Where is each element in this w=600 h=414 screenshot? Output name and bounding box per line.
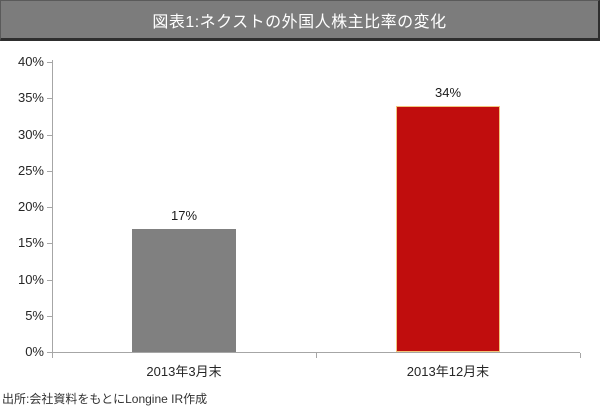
y-axis-tick — [47, 207, 52, 208]
y-axis-tick — [47, 134, 52, 136]
y-axis-tick — [47, 243, 52, 245]
x-axis-tick — [316, 353, 317, 358]
bar-value-label: 34% — [434, 84, 462, 100]
bar-value-label: 17% — [170, 207, 198, 223]
bar — [132, 228, 236, 352]
y-axis-tick-label: 0% — [25, 344, 44, 359]
bar — [396, 105, 500, 352]
y-axis-tick-label: 20% — [17, 199, 44, 214]
y-axis-tick — [47, 315, 52, 317]
y-axis-tick-label: 30% — [17, 126, 44, 142]
y-axis-line — [52, 60, 53, 353]
y-axis-tick — [47, 62, 52, 63]
y-axis-tick — [47, 279, 52, 281]
y-axis-tick — [47, 98, 52, 100]
x-axis-tick — [52, 353, 53, 358]
y-axis-tick-label: 25% — [17, 162, 44, 178]
y-axis-tick-label: 5% — [25, 307, 44, 323]
chart-title: 図表1:ネクストの外国人株主比率の変化 — [152, 13, 447, 31]
x-axis-category-label: 2013年12月末 — [406, 364, 490, 379]
source-note: 出所:会社資料をもとにLongine IR作成 — [2, 392, 208, 406]
y-axis-tick-label: 40% — [17, 54, 44, 69]
bar-chart: 0% 5% 10% 15% 20% 25% 30% 35% 40% 17% 2013年3月末 34% 2… — [0, 42, 600, 385]
x-axis-category-label: 2013年3月末 — [146, 364, 222, 379]
x-axis-tick — [580, 353, 581, 358]
y-axis-tick-label: 15% — [17, 235, 44, 251]
x-axis-line — [52, 352, 580, 353]
chart-title-bar: 図表1:ネクストの外国人株主比率の変化 — [0, 0, 600, 41]
y-axis-tick — [47, 170, 52, 172]
y-axis-tick — [47, 352, 52, 353]
y-axis-tick-label: 35% — [17, 90, 44, 106]
y-axis-tick-label: 10% — [17, 271, 44, 287]
